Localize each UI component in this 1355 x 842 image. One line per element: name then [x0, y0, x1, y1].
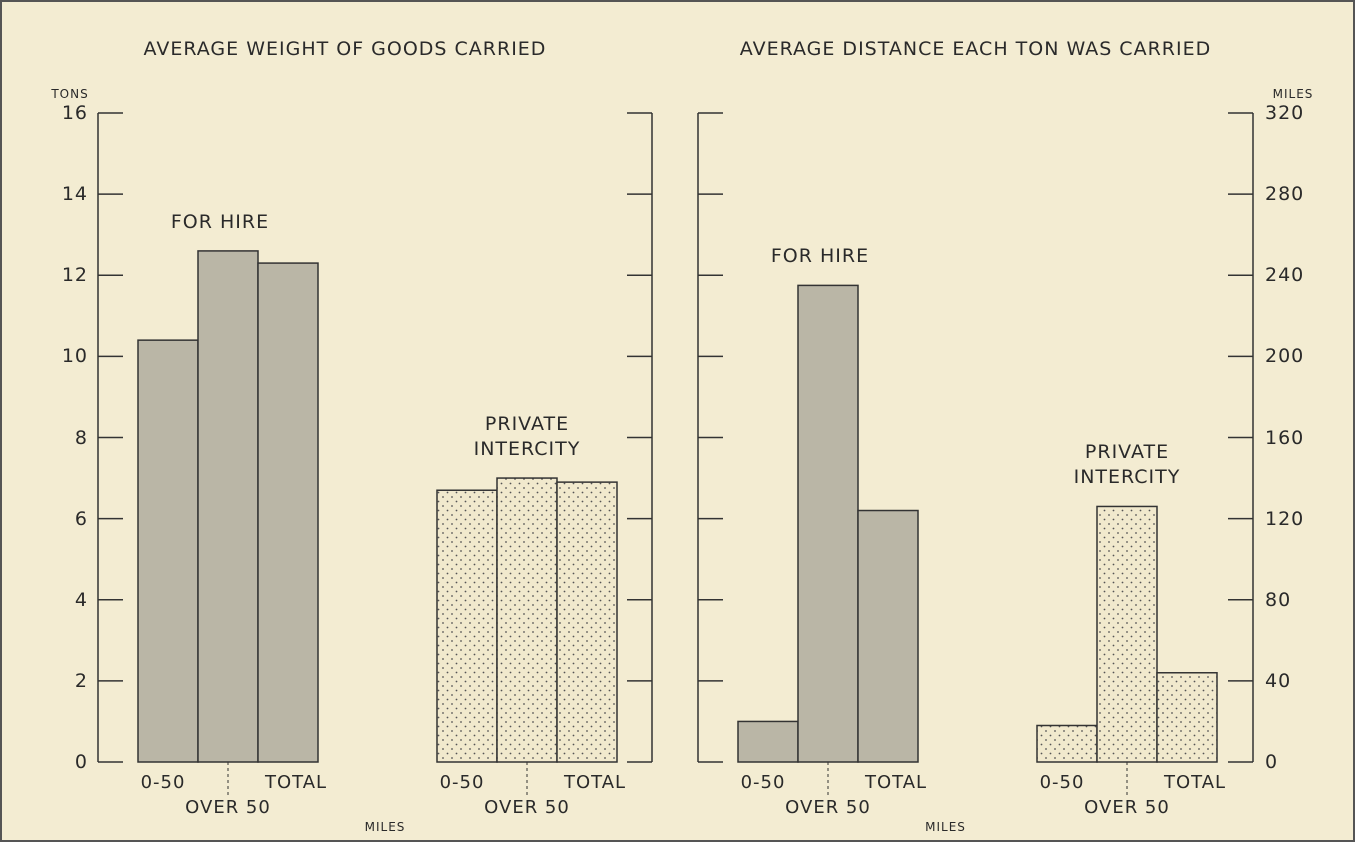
y-tick-label: 2	[74, 669, 88, 692]
x-axis-label: MILES	[925, 820, 966, 834]
y-tick-label: 12	[61, 264, 88, 287]
y-tick-label: 14	[61, 183, 88, 206]
group-label: FOR HIRE	[170, 210, 270, 233]
y-axis-label: MILES	[1272, 87, 1314, 101]
y-axis-label: TONS	[51, 87, 89, 101]
x-axis-label: MILES	[364, 820, 406, 834]
bar	[496, 477, 558, 763]
x-tick-label: 0-50	[140, 772, 186, 793]
bar	[197, 250, 259, 763]
chart-title: AVERAGE WEIGHT OF GOODS CARRIED	[143, 38, 547, 60]
y-tick-label: 8	[74, 426, 88, 449]
y-tick-label: 0	[1265, 751, 1279, 773]
group-label: PRIVATE INTERCITY	[1073, 441, 1181, 489]
x-tick-label: TOTAL	[264, 772, 328, 793]
group-label: FOR HIRE	[770, 245, 870, 268]
x-tick-label: TOTAL	[864, 772, 928, 793]
y-tick-label: 160	[1265, 426, 1305, 449]
y-tick-label: 120	[1265, 507, 1305, 530]
x-tick-label: TOTAL	[1163, 772, 1227, 793]
x-tick-label: OVER 50	[484, 797, 570, 818]
group-label: PRIVATE INTERCITY	[473, 413, 581, 461]
x-tick-label: 0-50	[1039, 772, 1085, 793]
bar	[1156, 672, 1218, 763]
x-tick-label: OVER 50	[785, 797, 871, 818]
y-tick-label: 4	[74, 588, 88, 611]
x-tick-label: 0-50	[439, 772, 485, 793]
y-tick-label: 320	[1265, 102, 1305, 124]
x-tick-label: OVER 50	[185, 797, 271, 818]
chart-title: AVERAGE DISTANCE EACH TON WAS CARRIED	[739, 38, 1212, 60]
bar	[737, 720, 799, 763]
x-tick-label: OVER 50	[1084, 797, 1170, 818]
y-tick-label: 0	[74, 751, 88, 773]
x-tick-label: 0-50	[740, 772, 786, 793]
y-tick-label: 16	[61, 102, 88, 124]
bar	[137, 339, 199, 763]
bar	[436, 489, 498, 763]
x-tick-label: TOTAL	[563, 772, 627, 793]
y-tick-label: 6	[74, 507, 88, 530]
bar	[857, 509, 919, 763]
y-tick-label: 240	[1265, 264, 1305, 287]
y-tick-label: 80	[1265, 588, 1292, 611]
bar	[1036, 724, 1098, 763]
bar	[797, 284, 859, 763]
bar	[556, 481, 618, 763]
y-tick-label: 40	[1265, 669, 1292, 692]
bar	[1096, 505, 1158, 763]
bar	[257, 262, 319, 763]
y-tick-label: 280	[1265, 183, 1305, 206]
y-tick-label: 10	[61, 345, 88, 368]
y-tick-label: 200	[1265, 345, 1305, 368]
